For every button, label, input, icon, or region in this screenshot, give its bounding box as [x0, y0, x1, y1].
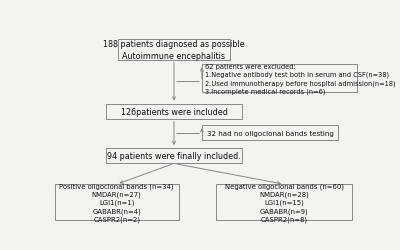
- Text: Positive oligoclonal bands (n=34)
NMDAR(n=27)
LGI1(n=1)
GABABR(n=4)
CASPR2(n=2): Positive oligoclonal bands (n=34) NMDAR(…: [60, 182, 174, 222]
- FancyBboxPatch shape: [216, 184, 352, 220]
- FancyBboxPatch shape: [118, 40, 230, 60]
- Text: 94 patients were finally included.: 94 patients were finally included.: [107, 152, 241, 160]
- FancyBboxPatch shape: [106, 104, 242, 120]
- FancyBboxPatch shape: [202, 65, 357, 93]
- Text: 32 had no oligoclonal bands testing: 32 had no oligoclonal bands testing: [207, 130, 334, 136]
- Text: 126patients were included: 126patients were included: [120, 107, 228, 116]
- FancyBboxPatch shape: [106, 148, 242, 164]
- Text: Negative oligoclonal bands (n=60)
NMDAR(n=28)
LGI1(n=15)
GABABR(n=9)
CASPR2(n=8): Negative oligoclonal bands (n=60) NMDAR(…: [224, 182, 344, 222]
- Text: 188 patients diagnosed as possible
Autoimmune encephalitis: 188 patients diagnosed as possible Autoi…: [103, 40, 245, 60]
- FancyBboxPatch shape: [202, 126, 338, 140]
- FancyBboxPatch shape: [55, 184, 179, 220]
- Text: 62 patients were excluded:
1.Negative antibody test both in serum and CSF(n=38)
: 62 patients were excluded: 1.Negative an…: [205, 64, 396, 94]
